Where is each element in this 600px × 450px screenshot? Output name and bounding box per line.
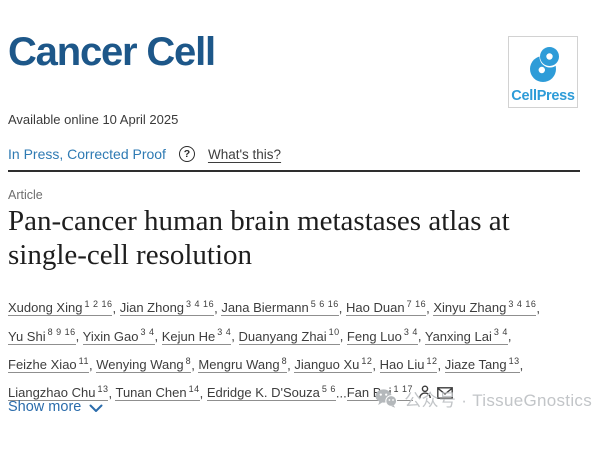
author-link[interactable]: Mengru Wang 8 [198, 355, 288, 373]
author-separator: , [417, 328, 425, 344]
author-list: Xudong Xing 1 2 16, Jian Zhong 3 4 16, Jan… [8, 299, 540, 402]
author-separator: , [231, 328, 239, 344]
article-title-line2: single-cell resolution [8, 239, 253, 271]
header-divider [8, 170, 580, 172]
author-separator: , [154, 328, 162, 344]
in-press-status-link[interactable]: In Press, Corrected Proof [8, 146, 166, 162]
author-link[interactable]: Hao Duan 7 16 [346, 299, 427, 317]
author-link[interactable]: Wenying Wang 8 [96, 355, 192, 373]
author-separator: , [89, 356, 97, 372]
author-separator: , [199, 385, 207, 401]
email-author-icon[interactable] [437, 387, 453, 400]
author-separator: , [214, 300, 222, 316]
author-separator: , [426, 300, 434, 316]
author-separator: , [536, 300, 540, 316]
article-title-line1: Pan-cancer human brain metastases atlas … [8, 205, 510, 237]
author-link[interactable]: Feng Luo 3 4 [346, 327, 418, 345]
cellpress-label: CellPress [511, 88, 575, 104]
article-title: Pan-cancer human brain metastases atlas … [8, 204, 592, 272]
author-separator: , [339, 328, 347, 344]
author-link[interactable]: Xudong Xing 1 2 16 [8, 299, 113, 317]
author-separator: , [519, 356, 524, 372]
author-link[interactable]: Liangzhao Chu 13 [8, 383, 109, 402]
show-more-label: Show more [8, 399, 82, 415]
author-link[interactable]: Yanxing Lai 3 4 [424, 327, 508, 345]
author-profile-icon[interactable] [418, 385, 432, 399]
author-separator: , [372, 356, 380, 372]
author-link[interactable]: Feizhe Xiao 11 [8, 355, 89, 373]
author-separator: , [437, 356, 445, 372]
question-mark-circle-icon[interactable]: ? [178, 146, 195, 162]
author-link[interactable]: Tunan Chen 14 [115, 383, 200, 402]
author-link[interactable]: Kejun He 3 4 [161, 327, 232, 345]
watermark-text: 公众号 · TissueGnostics [404, 391, 592, 410]
whats-this-link[interactable]: What's this? [207, 146, 282, 162]
available-online-date: Available online 10 April 2025 [8, 112, 179, 127]
cellpress-swirl-icon [530, 46, 561, 82]
author-separator: , [338, 300, 347, 316]
author-link[interactable]: Jana Biermann 5 6 16 [221, 299, 339, 317]
wechat-icon [375, 388, 398, 408]
author-separator: , [191, 356, 199, 372]
status-row: In Press, Corrected Proof ? What's this? [8, 146, 281, 162]
show-more-button[interactable]: Show more [8, 399, 103, 415]
journal-title: Cancer Cell [8, 30, 216, 74]
author-list-block: Xudong Xing 1 2 16, Jian Zhong 3 4 16, Jan… [8, 292, 596, 405]
author-link[interactable]: Jianguo Xu 12 [294, 355, 373, 373]
author-separator: , [75, 328, 83, 344]
author-separator: , [112, 300, 120, 316]
author-link[interactable]: Edridge K. D'Souza 5 6 [206, 383, 336, 402]
author-separator: ... [335, 385, 347, 401]
watermark: 公众号 · TissueGnostics [375, 386, 592, 411]
author-link[interactable]: Jiaze Tang 13 [444, 355, 520, 373]
author-separator: , [507, 328, 512, 344]
cellpress-logo: CellPress [508, 36, 578, 108]
author-link[interactable]: Hao Liu 12 [379, 355, 438, 373]
author-separator: , [287, 356, 295, 372]
author-link[interactable]: Yixin Gao 3 4 [82, 327, 155, 345]
author-link[interactable]: Yu Shi 8 9 16 [8, 327, 76, 345]
author-link[interactable]: Duanyang Zhai 10 [238, 327, 340, 345]
author-separator: , [108, 385, 116, 401]
author-action-icons [413, 385, 453, 400]
article-type-label: Article [8, 188, 43, 202]
chevron-down-icon [89, 404, 103, 412]
author-link[interactable]: Xinyu Zhang 3 4 16 [433, 299, 537, 317]
author-link[interactable]: Jian Zhong 3 4 16 [119, 299, 215, 317]
